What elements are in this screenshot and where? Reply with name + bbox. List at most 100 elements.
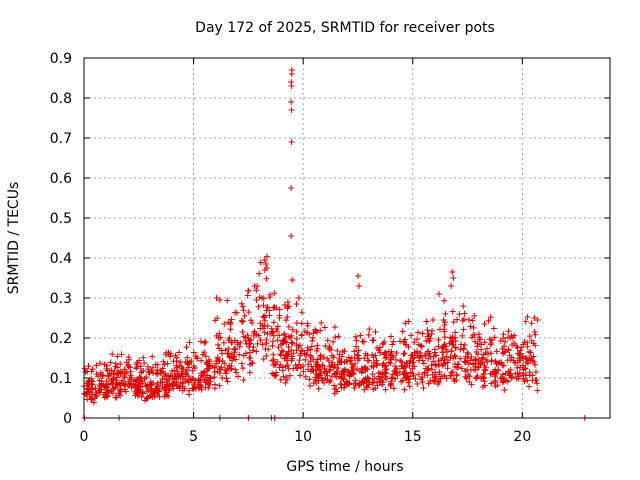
- data-point: [143, 374, 150, 381]
- data-point: [176, 385, 183, 392]
- data-point: [137, 363, 144, 370]
- data-point: [284, 351, 291, 358]
- data-point: [289, 340, 296, 347]
- data-point: [137, 389, 144, 396]
- data-point: [247, 354, 254, 361]
- data-point: [248, 336, 255, 343]
- data-point: [465, 316, 472, 323]
- data-point: [321, 365, 328, 372]
- data-point: [419, 330, 426, 337]
- data-point: [364, 352, 371, 359]
- data-point: [487, 341, 494, 348]
- data-point: [89, 378, 96, 385]
- data-point: [452, 363, 459, 370]
- data-point: [402, 320, 409, 327]
- data-point: [387, 333, 394, 340]
- data-point: [436, 371, 443, 378]
- data-point: [331, 371, 338, 378]
- data-point: [421, 370, 428, 377]
- data-point: [231, 345, 238, 352]
- y-tick-label: 0.1: [50, 371, 72, 387]
- data-point: [472, 375, 479, 382]
- data-point: [125, 361, 132, 368]
- data-point: [359, 338, 366, 345]
- data-point: [312, 326, 319, 333]
- data-point: [232, 366, 239, 373]
- data-point: [499, 379, 506, 386]
- data-point: [259, 341, 266, 348]
- data-point: [288, 339, 295, 346]
- data-point: [446, 340, 453, 347]
- data-point: [288, 107, 295, 113]
- data-point: [432, 376, 439, 383]
- data-point: [93, 362, 100, 369]
- data-point: [302, 373, 309, 380]
- data-point: [387, 382, 394, 389]
- data-point: [472, 338, 479, 345]
- data-point: [313, 361, 320, 368]
- data-point: [401, 363, 408, 370]
- data-point: [132, 383, 139, 390]
- data-point: [261, 257, 268, 263]
- data-point: [288, 99, 295, 105]
- data-point: [351, 384, 358, 391]
- y-axis-label: SRMTID / TECUs: [6, 182, 22, 295]
- data-point: [120, 380, 127, 387]
- data-point: [96, 387, 103, 394]
- data-point: [501, 349, 508, 356]
- data-point: [339, 375, 346, 382]
- data-point: [454, 316, 461, 323]
- data-point: [437, 375, 444, 382]
- data-point: [275, 344, 282, 351]
- data-point: [344, 358, 351, 365]
- data-point: [510, 357, 517, 364]
- data-point: [401, 339, 408, 346]
- data-point: [289, 326, 296, 333]
- data-point: [517, 364, 524, 371]
- data-point: [224, 378, 231, 385]
- data-point: [319, 362, 326, 369]
- data-point: [349, 370, 356, 377]
- data-point: [186, 391, 193, 398]
- data-point: [93, 390, 100, 397]
- data-point: [184, 360, 191, 367]
- data-point: [240, 377, 247, 384]
- data-point: [285, 333, 292, 340]
- data-point: [520, 362, 527, 369]
- data-point: [520, 376, 527, 383]
- data-point: [229, 355, 236, 362]
- data-point: [427, 378, 434, 385]
- data-point: [166, 376, 173, 383]
- data-point: [242, 350, 249, 357]
- data-point: [211, 373, 218, 380]
- data-point: [216, 382, 223, 389]
- data-point: [491, 379, 498, 386]
- data-point: [372, 352, 379, 359]
- data-point: [324, 372, 331, 379]
- data-point: [331, 324, 338, 331]
- data-point: [163, 349, 170, 356]
- data-point: [480, 373, 487, 380]
- data-point: [310, 367, 317, 374]
- data-point: [288, 347, 295, 354]
- data-point: [276, 306, 283, 313]
- data-point: [179, 387, 186, 394]
- data-point: [354, 351, 361, 358]
- data-point: [468, 353, 475, 360]
- data-point: [499, 371, 506, 378]
- data-point: [461, 310, 468, 317]
- data-point: [485, 351, 492, 358]
- data-point: [474, 343, 481, 350]
- data-point: [224, 297, 231, 304]
- data-point: [153, 381, 160, 388]
- data-point: [246, 343, 253, 350]
- data-point: [88, 386, 95, 393]
- data-point: [300, 362, 307, 369]
- data-point: [501, 387, 508, 394]
- data-point: [392, 369, 399, 376]
- data-point: [310, 356, 317, 363]
- data-point: [324, 337, 331, 344]
- data-point: [204, 379, 211, 386]
- data-point: [317, 366, 324, 373]
